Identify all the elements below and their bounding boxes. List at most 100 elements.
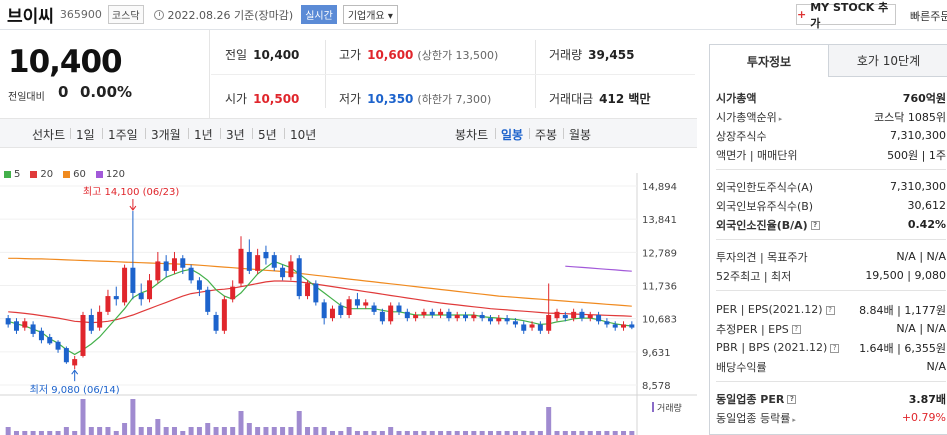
legend-ma20: 20 — [30, 169, 53, 180]
candle-body — [487, 318, 493, 322]
candle-body — [80, 314, 86, 356]
change-value: 0 — [58, 83, 69, 101]
info-row-label: 외국인소진율(B/A)? — [716, 217, 908, 233]
period-weekly[interactable]: 주봉 — [535, 128, 558, 142]
candle-body — [363, 302, 369, 306]
volume-bar — [72, 431, 78, 435]
ma20-line — [8, 280, 632, 324]
period-1d[interactable]: 1일 — [76, 128, 95, 142]
base-date: 2022.08.26 기준(장마감) — [167, 8, 294, 22]
candle-body — [22, 321, 28, 328]
volume-bar — [579, 431, 585, 435]
candle-body — [496, 318, 502, 322]
trade-amount: 거래대금 412 백만 — [549, 92, 651, 106]
info-row-label: PBR | BPS (2021.12)? — [716, 341, 859, 354]
volume-bar — [130, 399, 136, 435]
info-row: 배당수익률 N/A — [716, 357, 946, 376]
period-10y[interactable]: 10년 — [290, 128, 317, 142]
period-daily[interactable]: 일봉 — [501, 128, 524, 142]
help-icon[interactable]: ? — [825, 305, 835, 315]
volume-bar — [138, 427, 144, 435]
high-price: 고가 10,600 (상한가 13,500) — [339, 48, 499, 62]
change-label: 전일대비 — [8, 92, 45, 103]
candle-body — [213, 314, 219, 331]
candle-body — [404, 311, 410, 319]
candle-body — [180, 258, 186, 268]
candle-body — [587, 314, 593, 319]
ma60-line — [8, 257, 632, 307]
candle-body — [562, 314, 568, 319]
volume-bar — [163, 427, 169, 435]
period-3y[interactable]: 3년 — [226, 128, 245, 142]
ma120-line — [565, 265, 632, 272]
info-row-value: 30,612 — [907, 199, 947, 212]
volume-bar — [454, 431, 460, 435]
help-icon[interactable]: ? — [810, 221, 820, 230]
tab-investment-info[interactable]: 투자정보 — [710, 45, 829, 77]
candlestick-chart[interactable]: 14,894 13,841 12,789 11,736 10,683 9,631 8,578… — [0, 163, 697, 435]
volume-bar — [529, 431, 535, 435]
period-1y[interactable]: 1년 — [194, 128, 213, 142]
y-tick-label: 9,631 — [642, 348, 671, 359]
info-row-value: 8.84배 | 1,177원 — [859, 303, 946, 317]
volume-bar — [213, 427, 219, 435]
volume-bar — [604, 431, 610, 435]
candle-body — [155, 261, 161, 281]
candle-body — [280, 267, 286, 278]
volume-bar — [180, 431, 186, 435]
period-monthly[interactable]: 월봉 — [569, 128, 592, 142]
candle-body — [196, 280, 202, 290]
period-5y[interactable]: 5년 — [258, 128, 277, 142]
candle-body — [388, 305, 394, 322]
info-row-value: N/A — [926, 360, 946, 373]
low-annotation: 최저 9,080 (06/14) — [30, 384, 120, 396]
candle-body — [113, 296, 119, 300]
volume-bar — [188, 427, 194, 435]
quick-order-link[interactable]: 빠른주문 — [910, 10, 947, 23]
volume-bar — [471, 431, 477, 435]
volume-bar — [438, 431, 444, 435]
info-row-value: +0.79% — [901, 411, 946, 424]
volume-bar — [63, 427, 69, 435]
legend-ma5: 5 — [4, 169, 20, 180]
period-1w[interactable]: 1주일 — [108, 128, 138, 142]
candle-body — [271, 255, 277, 268]
candle-body — [621, 324, 627, 328]
y-tick-label: 12,789 — [642, 248, 677, 259]
mystock-add-button[interactable]: + MY STOCK 추가 — [796, 1, 896, 30]
volume-bar — [22, 431, 28, 435]
candle-body — [238, 248, 244, 284]
stock-header: 브이씨 365900 코스닥 2022.08.26 기준(장마감) 실시간 기업… — [0, 0, 947, 30]
period-3m[interactable]: 3개월 — [151, 128, 181, 142]
info-row-label: 동일업종 등락률 ▸ — [716, 411, 796, 425]
realtime-button[interactable]: 실시간 — [301, 5, 337, 24]
help-icon[interactable]: ? — [791, 325, 801, 334]
volume-bar — [537, 431, 543, 435]
y-tick-label: 11,736 — [642, 282, 677, 293]
volume-bar — [554, 431, 560, 435]
chevron-down-icon: ▾ — [387, 11, 393, 22]
volume-bar — [246, 423, 252, 435]
candle-chart-label: 봉차트 — [455, 128, 489, 142]
volume-bar — [487, 431, 493, 435]
info-row-value: 7,310,300 — [890, 129, 946, 142]
tab-hoga-10[interactable]: 호가 10단계 — [829, 45, 947, 77]
info-row: 52주최고 | 최저 19,500 | 9,080 — [716, 266, 946, 285]
help-icon[interactable]: ? — [830, 343, 840, 353]
volume-bar — [621, 431, 627, 435]
company-info-select[interactable]: 기업개요 ▾ — [342, 5, 398, 24]
low-arrow-head — [71, 369, 79, 375]
volume-bar — [221, 427, 227, 435]
volume-bar — [596, 431, 602, 435]
candle-body — [97, 311, 103, 328]
candle-body — [221, 299, 227, 331]
chevron-right-icon[interactable]: ▸ — [778, 114, 783, 123]
chevron-right-icon[interactable]: ▸ — [792, 415, 796, 424]
volume-bar — [113, 431, 119, 435]
volume-bar — [338, 431, 344, 435]
info-row-value: 1.64배 | 6,355원 — [859, 341, 946, 355]
market-badge: 코스닥 — [107, 5, 144, 24]
candle-body — [571, 311, 577, 319]
help-icon[interactable]: ? — [787, 395, 797, 404]
info-row: 외국인보유주식수(B) 30,612 — [716, 196, 946, 215]
